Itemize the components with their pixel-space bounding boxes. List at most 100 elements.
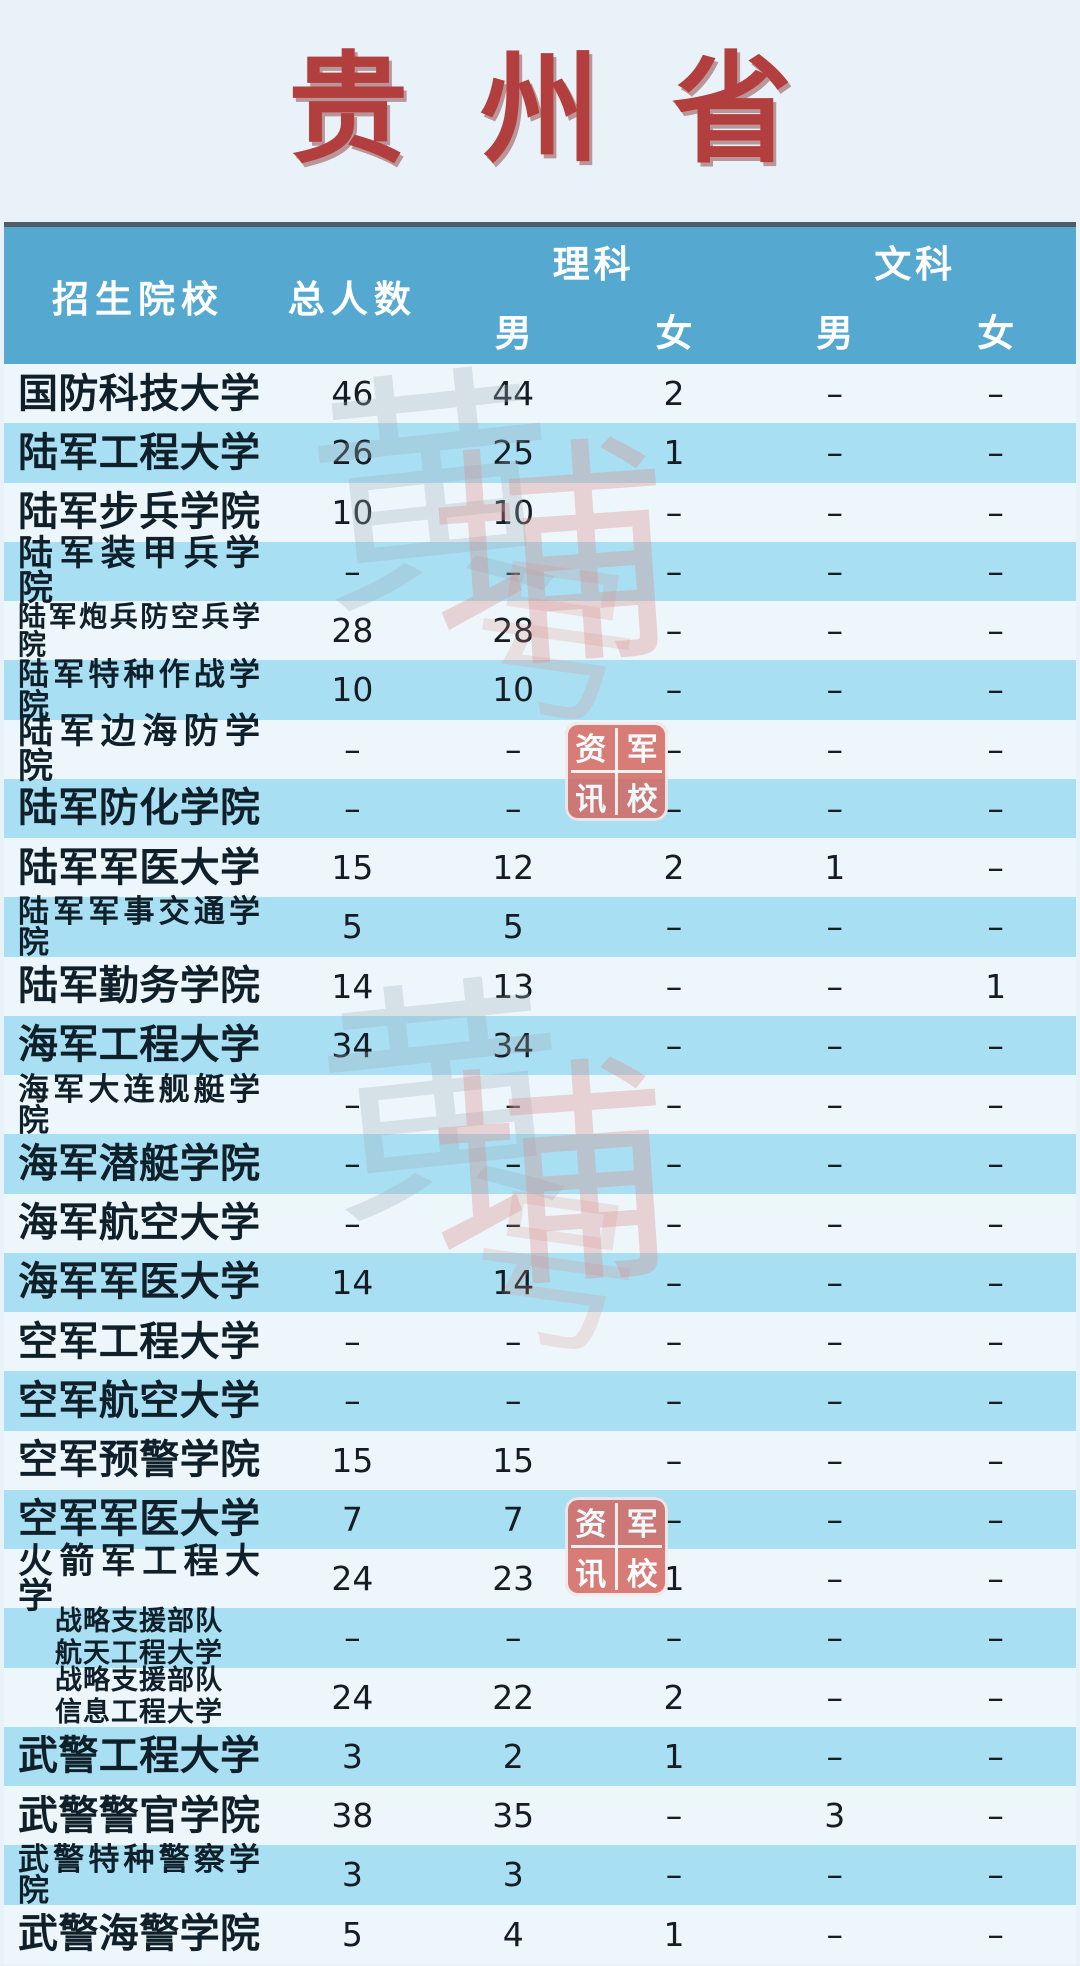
arts-male-cell: –: [826, 611, 844, 651]
science-female-cell: –: [665, 1855, 683, 1895]
header-group-arts: 文科 男 女: [754, 227, 1076, 364]
school-name-cell: 海军工程大学: [4, 1025, 272, 1065]
arts-female-cell: –: [987, 1618, 1004, 1658]
stamp-char: 校: [626, 1556, 658, 1592]
arts-male-cell: –: [826, 433, 844, 473]
science-male-cell: 23: [492, 1559, 535, 1599]
school-name-cell: 武警警官学院: [4, 1796, 272, 1836]
arts-female-cell: –: [987, 551, 1004, 591]
table-row: 陆军步兵学院 10 10 – – –: [4, 482, 1076, 542]
school-name-cell: 陆军防化学院: [4, 788, 272, 828]
total-cell: –: [344, 1144, 361, 1184]
science-male-cell: –: [504, 1618, 522, 1658]
science-male-cell: 34: [492, 1025, 535, 1065]
science-female-cell: 1: [663, 433, 685, 473]
school-name-cell: 陆军炮兵防空兵学院: [4, 602, 272, 659]
school-name-cell: 海军大连舰艇学院: [4, 1074, 272, 1136]
science-female-cell: –: [665, 492, 683, 532]
arts-male-cell: 1: [824, 848, 846, 888]
arts-female-cell: 1: [985, 966, 1007, 1006]
school-name-line: 航天工程大学: [55, 1637, 223, 1668]
arts-male-cell: –: [826, 1381, 844, 1421]
school-name: 武警海警学院: [18, 1912, 260, 1957]
total-cell: 3: [341, 1855, 363, 1895]
table-row: 武警特种警察学院 3 3 – – –: [4, 1844, 1076, 1906]
science-male-cell: 10: [492, 670, 535, 710]
science-female-cell: –: [665, 1796, 683, 1836]
total-cell: –: [344, 788, 361, 828]
arts-male-cell: –: [826, 966, 844, 1006]
science-male-cell: –: [504, 1085, 522, 1125]
science-female-cell: 1: [663, 1559, 685, 1599]
school-name: 陆军工程大学: [18, 430, 260, 475]
table-row: 火箭军工程大学 24 23 1 – –: [4, 1544, 1076, 1614]
science-male-cell: 14: [492, 1262, 535, 1302]
arts-male-cell: –: [826, 1322, 844, 1362]
table-header: 招生院校 总人数 理科 男 女 文科 男 女: [4, 227, 1076, 364]
header-science-female: 女: [655, 312, 693, 354]
arts-female-cell: –: [987, 1144, 1004, 1184]
science-male-cell: 15: [492, 1440, 535, 1480]
science-female-cell: 2: [663, 1677, 685, 1717]
school-name-cell: 武警工程大学: [4, 1736, 272, 1776]
arts-male-cell: –: [826, 1618, 844, 1658]
total-cell: –: [344, 1203, 361, 1243]
arts-male-cell: –: [826, 492, 844, 532]
header-science-male: 男: [494, 312, 532, 354]
header-group-science: 理科 男 女: [433, 227, 755, 364]
header-school: 招生院校: [52, 278, 224, 320]
table-row: 陆军特种作战学院 10 10 – – –: [4, 656, 1076, 723]
table-row: 战略支援部队 信息工程大学 24 22 2– –: [4, 1665, 1076, 1727]
school-name: 海军军医大学: [18, 1260, 260, 1305]
arts-male-cell: –: [826, 551, 844, 591]
arts-female-cell: –: [987, 729, 1004, 769]
arts-female-cell: –: [987, 433, 1004, 473]
science-female-cell: –: [665, 611, 683, 651]
science-male-cell: 5: [502, 907, 524, 947]
school-name-cell: 火箭军工程大学: [4, 1544, 272, 1614]
total-cell: 7: [341, 1499, 363, 1539]
total-cell: 14: [331, 966, 374, 1006]
table-row: 战略支援部队 航天工程大学 – – – – –: [4, 1606, 1076, 1668]
school-name-cell: 陆军装甲兵学院: [4, 536, 272, 606]
science-female-cell: –: [665, 1025, 683, 1065]
total-cell: 34: [331, 1025, 374, 1065]
school-name-cell: 海军航空大学: [4, 1203, 272, 1243]
total-cell: –: [344, 551, 361, 591]
stamp-char: 军: [626, 1507, 658, 1543]
total-cell: 5: [341, 1914, 363, 1954]
arts-male-cell: –: [826, 1914, 844, 1954]
table-row: 陆军防化学院 – – – – –: [4, 778, 1076, 838]
science-female-cell: –: [665, 1144, 683, 1184]
school-name: 武警工程大学: [18, 1734, 260, 1779]
table-row: 空军军医大学 7 7 – – –: [4, 1489, 1076, 1549]
table-row: 陆军边海防学院 – – – – –: [4, 714, 1076, 784]
arts-male-cell: –: [826, 1736, 844, 1776]
science-male-cell: 3: [502, 1855, 524, 1895]
total-cell: –: [344, 1618, 361, 1658]
school-name: 陆军装甲兵学院: [18, 534, 260, 609]
school-name: 海军航空大学: [18, 1201, 260, 1246]
science-female-cell: –: [665, 966, 683, 1006]
arts-male-cell: 3: [824, 1796, 846, 1836]
science-female-cell: –: [665, 729, 683, 769]
table-row: 海军军医大学 14 14 – – –: [4, 1252, 1076, 1312]
table-row: 陆军军医大学 15 12 2 1 –: [4, 838, 1076, 898]
table-row: 武警警官学院 38 35 – 3 –: [4, 1786, 1076, 1846]
school-name: 陆军军医大学: [18, 845, 260, 890]
stamp-char: 讯: [575, 1556, 607, 1592]
school-name: 火箭军工程大学: [18, 1541, 260, 1616]
school-name: 陆军防化学院: [18, 786, 260, 831]
school-name-line: 战略支援部队: [55, 1665, 223, 1696]
table-row: 陆军军事交通学院 5 5 – – –: [4, 896, 1076, 958]
header-arts-male: 男: [816, 312, 854, 354]
stamp-char: 讯: [575, 781, 607, 817]
arts-male-cell: –: [826, 788, 844, 828]
arts-female-cell: –: [987, 1381, 1004, 1421]
school-name: 陆军特种作战学院: [18, 656, 260, 723]
header-total: 总人数: [287, 278, 417, 320]
school-name-cell: 国防科技大学: [4, 374, 272, 414]
school-name-cell: 武警特种警察学院: [4, 1844, 272, 1906]
arts-female-cell: –: [987, 1677, 1004, 1717]
science-female-cell: –: [665, 788, 683, 828]
